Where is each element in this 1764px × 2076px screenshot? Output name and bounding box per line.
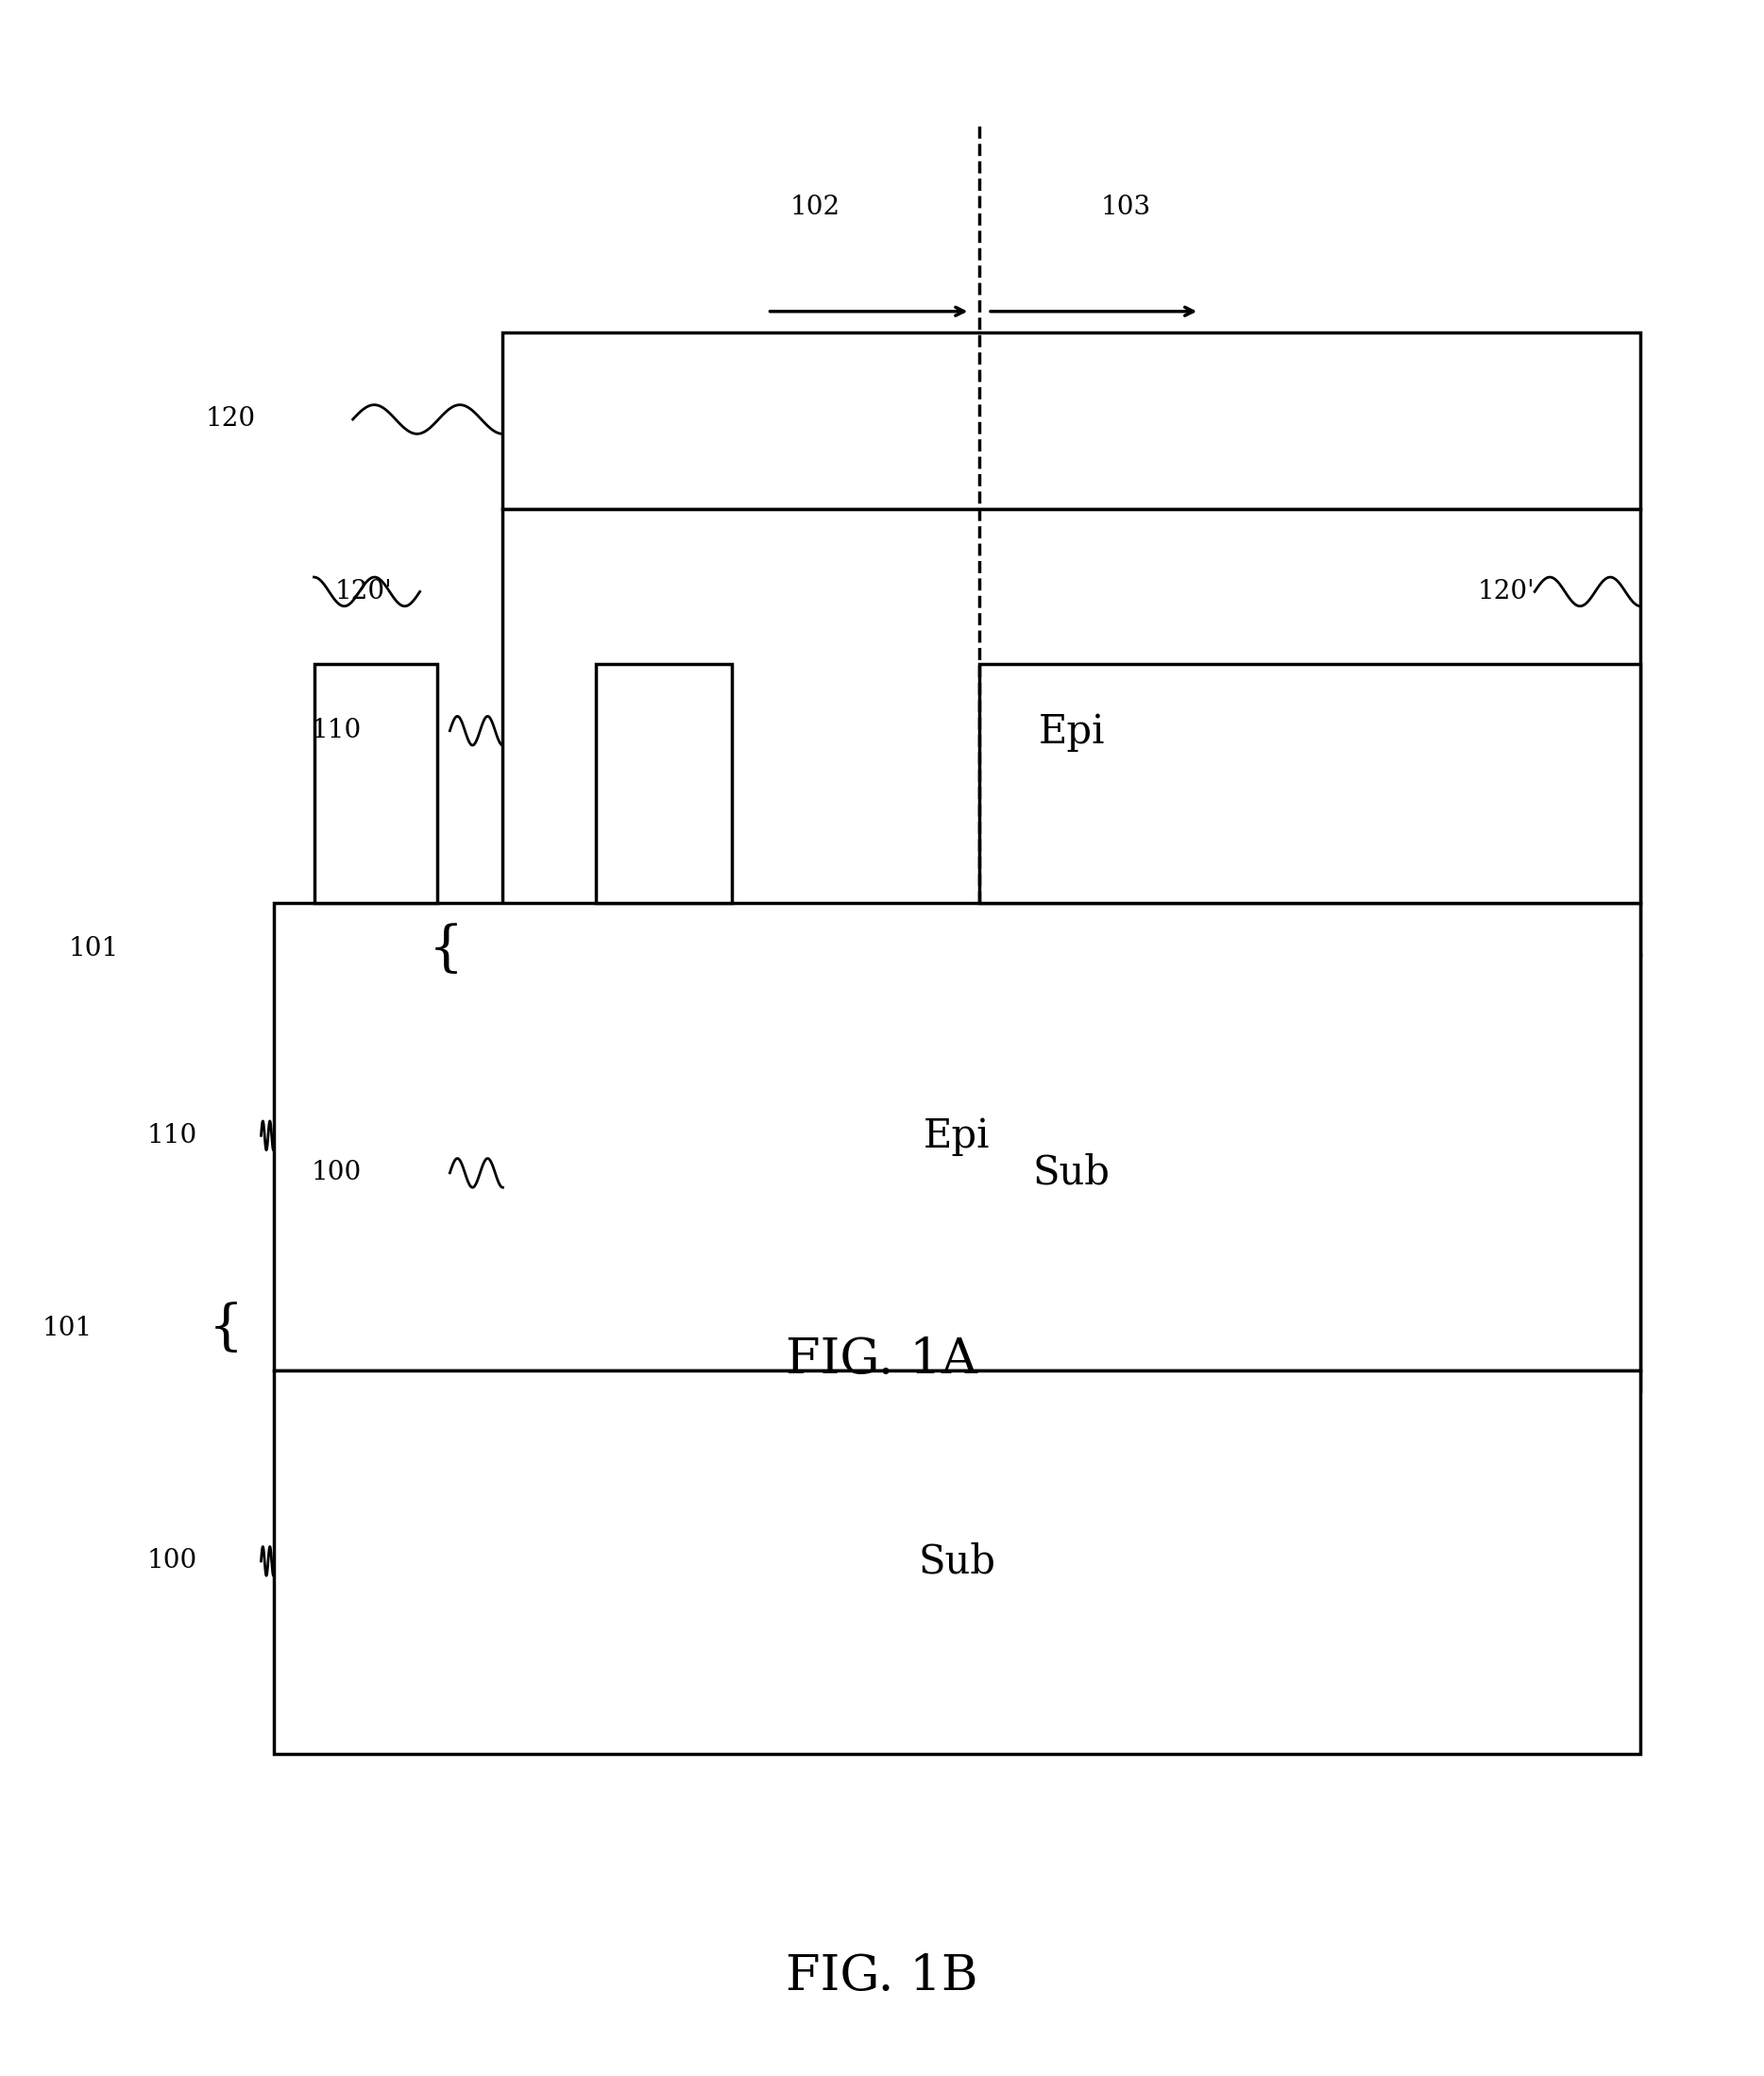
Text: 101: 101 <box>69 936 118 961</box>
Text: {: { <box>429 924 464 976</box>
Text: 120: 120 <box>206 407 256 432</box>
Text: 100: 100 <box>310 1160 362 1185</box>
Text: Epi: Epi <box>924 1117 990 1156</box>
Text: 101: 101 <box>42 1316 92 1341</box>
Text: FIG. 1A: FIG. 1A <box>787 1335 977 1385</box>
Bar <box>503 509 1641 955</box>
Bar <box>503 332 1641 509</box>
Text: FIG. 1B: FIG. 1B <box>785 1951 979 2001</box>
Bar <box>596 664 732 903</box>
Bar <box>273 903 1641 1370</box>
Text: 103: 103 <box>1101 195 1150 220</box>
Bar <box>979 664 1641 903</box>
Text: 120': 120' <box>1476 579 1535 604</box>
Text: {: { <box>208 1302 243 1356</box>
Text: 100: 100 <box>146 1549 198 1574</box>
Bar <box>273 1370 1641 1754</box>
Bar <box>314 664 437 903</box>
Text: Sub: Sub <box>1034 1152 1110 1194</box>
Text: 110: 110 <box>146 1123 198 1148</box>
Text: 102: 102 <box>790 195 840 220</box>
Text: Sub: Sub <box>919 1542 995 1582</box>
Text: Epi: Epi <box>1039 712 1104 752</box>
Bar <box>503 955 1641 1391</box>
Text: 120': 120' <box>335 579 393 604</box>
Text: 110: 110 <box>310 718 362 743</box>
